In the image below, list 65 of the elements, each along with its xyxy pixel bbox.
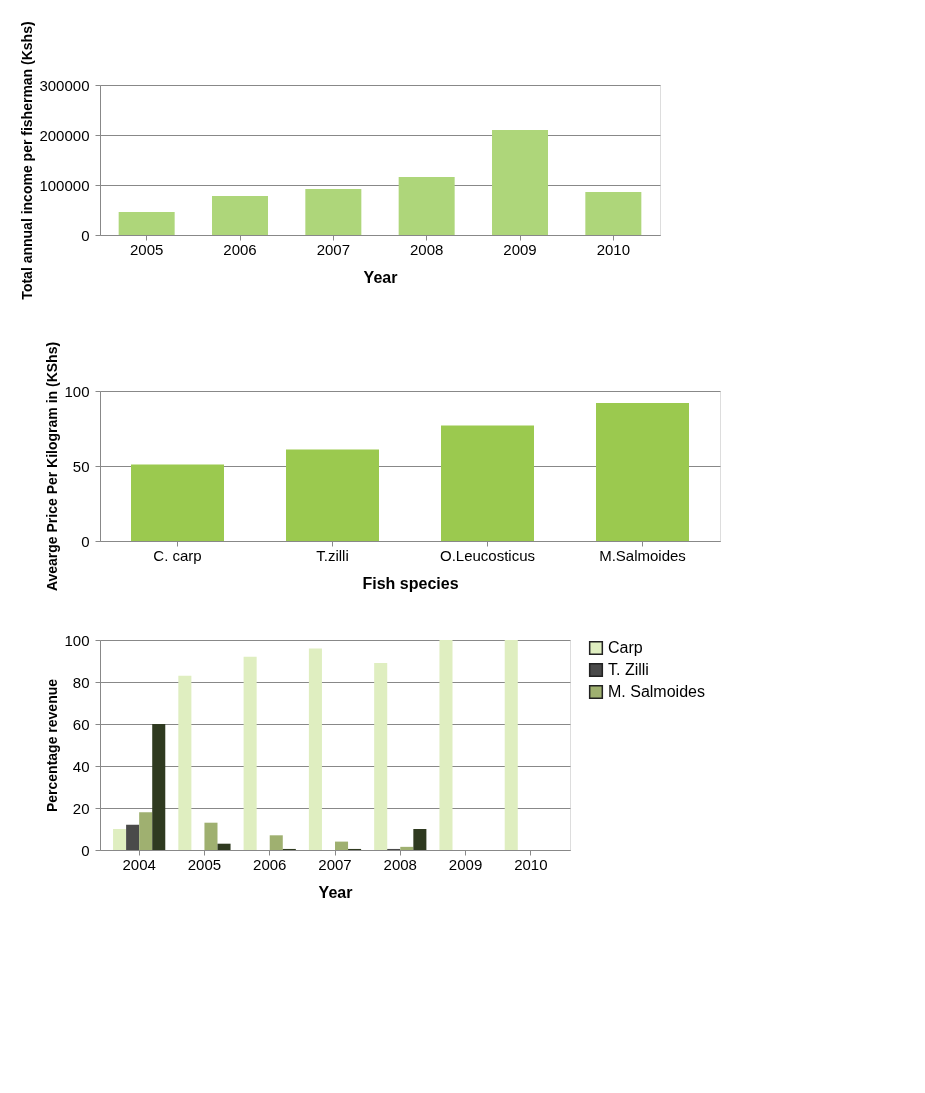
y-tick-label: 100 [64, 631, 90, 649]
x-tick-label: C. carp [153, 546, 202, 564]
bar [374, 663, 388, 850]
bar [204, 822, 218, 850]
bar [243, 656, 257, 850]
bar [269, 835, 283, 850]
bar [152, 724, 166, 850]
y-tick-label: 0 [81, 532, 90, 550]
legend-label: Carp [608, 639, 643, 656]
bar [126, 824, 140, 850]
bar [131, 464, 224, 541]
x-tick-label: 2006 [223, 240, 257, 258]
y-tick-label: 40 [72, 757, 90, 775]
x-tick-label: 2006 [253, 855, 287, 873]
y-tick-label: 50 [72, 457, 90, 475]
x-axis-title: Year [363, 268, 398, 286]
bar [286, 449, 379, 541]
x-tick-label: 2010 [596, 240, 631, 258]
y-tick-label: 100 [64, 382, 90, 400]
bar [400, 846, 414, 850]
y-tick-label: 80 [72, 673, 90, 691]
bar [596, 403, 689, 541]
y-tick-label: 60 [72, 715, 90, 733]
y-axis-title: Total annual income per fisherman (Kshs) [19, 21, 36, 300]
x-tick-label: 2008 [409, 240, 444, 258]
bar [212, 196, 268, 235]
bar [413, 829, 427, 850]
legend-label: T. Zilli [608, 661, 649, 678]
y-tick-label: 0 [81, 226, 90, 244]
bar [398, 177, 455, 235]
bar [118, 212, 175, 235]
bar [305, 189, 362, 235]
legend-label: M. Salmoides [608, 683, 705, 700]
x-axis-title: Year [318, 883, 353, 901]
x-tick-label: 2005 [129, 240, 164, 258]
x-tick-label: 2008 [383, 855, 417, 873]
x-tick-label: 2005 [187, 855, 222, 873]
bar [585, 192, 642, 235]
bar [308, 648, 322, 850]
bar [441, 425, 534, 541]
y-tick-label: 20 [72, 799, 90, 817]
x-tick-label: 2010 [514, 855, 548, 873]
bar [439, 640, 453, 850]
x-tick-label: M.Salmoides [599, 546, 686, 564]
bar [113, 829, 127, 850]
x-tick-label: 2009 [448, 855, 483, 873]
x-tick-label: 2007 [316, 240, 351, 258]
y-axis-title: Percentage revenue [44, 678, 61, 813]
y-tick-label: 200000 [39, 126, 90, 144]
bar [504, 640, 518, 850]
y-tick-label: 300000 [39, 76, 90, 94]
x-axis-title: Fish species [362, 574, 459, 592]
bar [139, 812, 153, 850]
y-tick-label: 0 [81, 841, 90, 859]
x-tick-label: 2009 [503, 240, 537, 258]
bar [178, 675, 192, 850]
x-tick-label: T.zilli [316, 546, 349, 564]
x-tick-label: 2007 [318, 855, 352, 873]
x-tick-label: 2004 [122, 855, 156, 873]
bar [492, 130, 548, 235]
x-tick-label: O.Leucosticus [439, 546, 536, 564]
bar [217, 843, 231, 850]
y-tick-label: 100000 [39, 176, 90, 194]
y-axis-title: Avearge Price Per Kilogram in (KShs) [44, 341, 61, 592]
bar [335, 841, 349, 850]
